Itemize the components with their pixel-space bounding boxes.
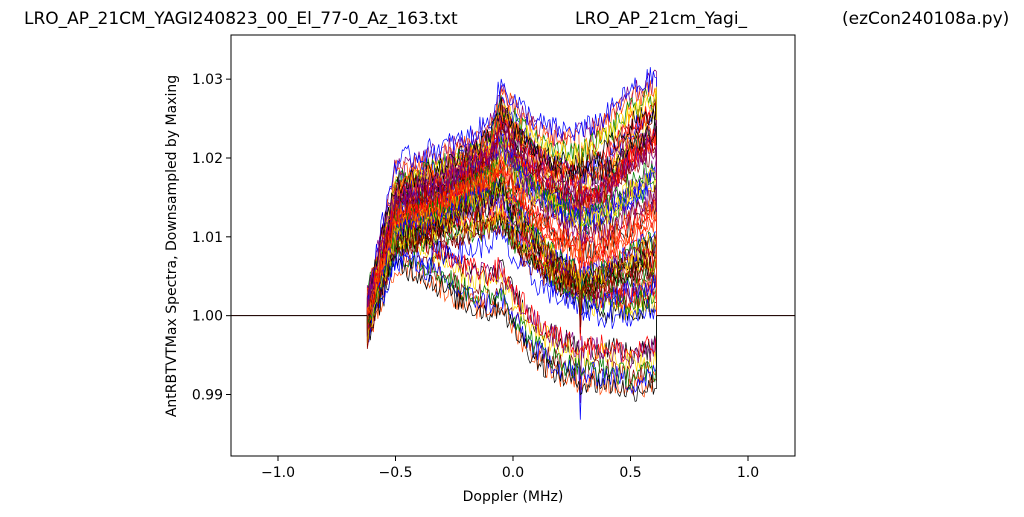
chart-title-left: LRO_AP_21CM_YAGI240823_00_El_77-0_Az_163… <box>24 9 458 29</box>
y-tick-label: 0.99 <box>192 388 223 404</box>
series-layer <box>231 67 795 420</box>
series-line <box>231 153 795 317</box>
series-line <box>231 212 795 323</box>
series-line <box>231 254 795 402</box>
x-tick-label: 0.0 <box>502 465 524 481</box>
y-axis: 0.99 1.00 1.01 1.02 1.03 <box>192 72 231 404</box>
series-line <box>231 176 795 344</box>
chart-title-right: (ezCon240108a.py) <box>842 9 1010 29</box>
series-line <box>231 106 795 317</box>
series-line <box>231 97 795 317</box>
series-line <box>231 125 795 317</box>
x-tick-label: 1.0 <box>737 465 759 481</box>
x-tick-label: −0.5 <box>379 465 413 481</box>
series-line <box>231 114 795 317</box>
y-axis-label: AntRBTVTMax Spectra, Downsampled by Maxi… <box>164 75 180 417</box>
series-line <box>231 215 795 325</box>
y-tick-label: 1.00 <box>192 309 223 325</box>
x-tick-label: 0.5 <box>619 465 641 481</box>
series-line <box>231 225 795 343</box>
x-tick-label: −1.0 <box>261 465 295 481</box>
series-line <box>231 179 795 350</box>
series-line <box>231 139 795 317</box>
y-tick-label: 1.03 <box>192 72 223 88</box>
series-line <box>231 116 795 323</box>
series-line <box>231 241 795 391</box>
series-line <box>231 249 795 420</box>
y-tick-label: 1.02 <box>192 151 223 167</box>
x-axis-label: Doppler (MHz) <box>463 489 564 505</box>
series-line <box>231 67 795 317</box>
y-tick-label: 1.01 <box>192 230 223 246</box>
x-axis: −1.0 −0.5 0.0 0.5 1.0 <box>261 456 759 481</box>
chart-title-middle: LRO_AP_21cm_Yagi_ <box>575 9 748 29</box>
series-line <box>231 243 795 386</box>
